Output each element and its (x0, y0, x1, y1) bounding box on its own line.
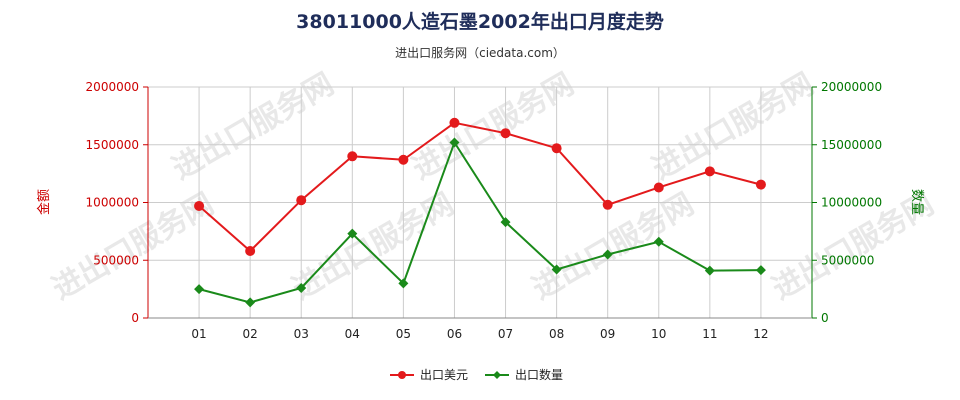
series-1 (194, 117, 766, 257)
legend-item[interactable]: 出口数量 (485, 367, 563, 382)
x-tick-label: 01 (191, 327, 206, 341)
data-point[interactable] (551, 264, 562, 275)
left-axis-ticks: 0 500000 1000000 1500000 2000000 (86, 80, 148, 325)
data-point[interactable] (245, 246, 256, 257)
watermark-text: 进出口服务网 (407, 67, 580, 187)
data-point[interactable] (500, 128, 511, 139)
right-tick-label: 15000000 (821, 138, 882, 152)
data-point[interactable] (398, 154, 409, 165)
data-point[interactable] (449, 117, 460, 128)
data-point[interactable] (704, 166, 715, 177)
series-line (198, 121, 762, 253)
watermark-text: 进出口服务网 (647, 67, 820, 187)
x-tick-label: 04 (345, 327, 360, 341)
data-point[interactable] (194, 200, 205, 211)
x-tick-label: 11 (702, 327, 717, 341)
left-tick-label: 1500000 (86, 138, 139, 152)
legend: 出口美元 出口数量 (390, 367, 563, 382)
data-point[interactable] (296, 195, 307, 206)
data-point[interactable] (551, 143, 562, 154)
left-tick-label: 0 (131, 311, 139, 325)
data-point[interactable] (704, 265, 715, 276)
series-line (198, 140, 761, 304)
right-axis-title: 数量 (909, 189, 924, 215)
x-tick-label: 06 (447, 327, 462, 341)
right-tick-label: 10000000 (821, 196, 882, 210)
x-tick-label: 05 (396, 327, 411, 341)
data-point[interactable] (500, 217, 511, 228)
legend-label: 出口数量 (515, 367, 563, 382)
left-axis-title: 金额 (36, 189, 52, 215)
x-tick-label: 03 (294, 327, 309, 341)
left-tick-label: 2000000 (86, 80, 139, 94)
x-tick-label: 08 (549, 327, 564, 341)
x-axis-ticks: 01 02 03 04 05 06 07 08 09 10 11 12 (191, 327, 768, 341)
data-point[interactable] (653, 182, 664, 193)
right-tick-label: 5000000 (821, 253, 874, 267)
data-point[interactable] (347, 151, 358, 162)
legend-marker (493, 371, 501, 379)
data-point[interactable] (755, 179, 766, 190)
data-point[interactable] (296, 282, 307, 293)
left-tick-label: 1000000 (86, 196, 139, 210)
legend-marker (398, 371, 406, 379)
data-point[interactable] (653, 236, 664, 247)
x-tick-label: 02 (243, 327, 258, 341)
data-point[interactable] (449, 137, 460, 148)
right-tick-label: 0 (821, 311, 829, 325)
legend-item[interactable]: 出口美元 (390, 368, 468, 382)
data-point[interactable] (398, 278, 409, 289)
data-point[interactable] (755, 265, 766, 276)
chart-subtitle: 进出口服务网（ciedata.com） (395, 45, 565, 60)
x-tick-label: 10 (651, 327, 666, 341)
chart-title: 38011000人造石墨2002年出口月度走势 (296, 10, 664, 33)
watermark-text: 进出口服务网 (167, 67, 340, 187)
left-tick-label: 500000 (93, 253, 139, 267)
watermark-text: 进出口服务网 (287, 187, 460, 307)
x-tick-label: 09 (600, 327, 615, 341)
watermark-text: 进出口服务网 (527, 187, 700, 307)
right-axis-ticks: 0 5000000 10000000 15000000 20000000 (812, 80, 882, 325)
x-tick-label: 07 (498, 327, 513, 341)
data-point[interactable] (347, 228, 358, 239)
data-point[interactable] (602, 199, 613, 210)
data-point[interactable] (245, 297, 256, 308)
data-point[interactable] (602, 249, 613, 260)
data-point[interactable] (194, 284, 205, 295)
series-layer (194, 117, 766, 308)
legend-label: 出口美元 (420, 368, 468, 382)
series-2 (194, 137, 766, 308)
x-tick-label: 12 (753, 327, 768, 341)
right-tick-label: 20000000 (821, 80, 882, 94)
